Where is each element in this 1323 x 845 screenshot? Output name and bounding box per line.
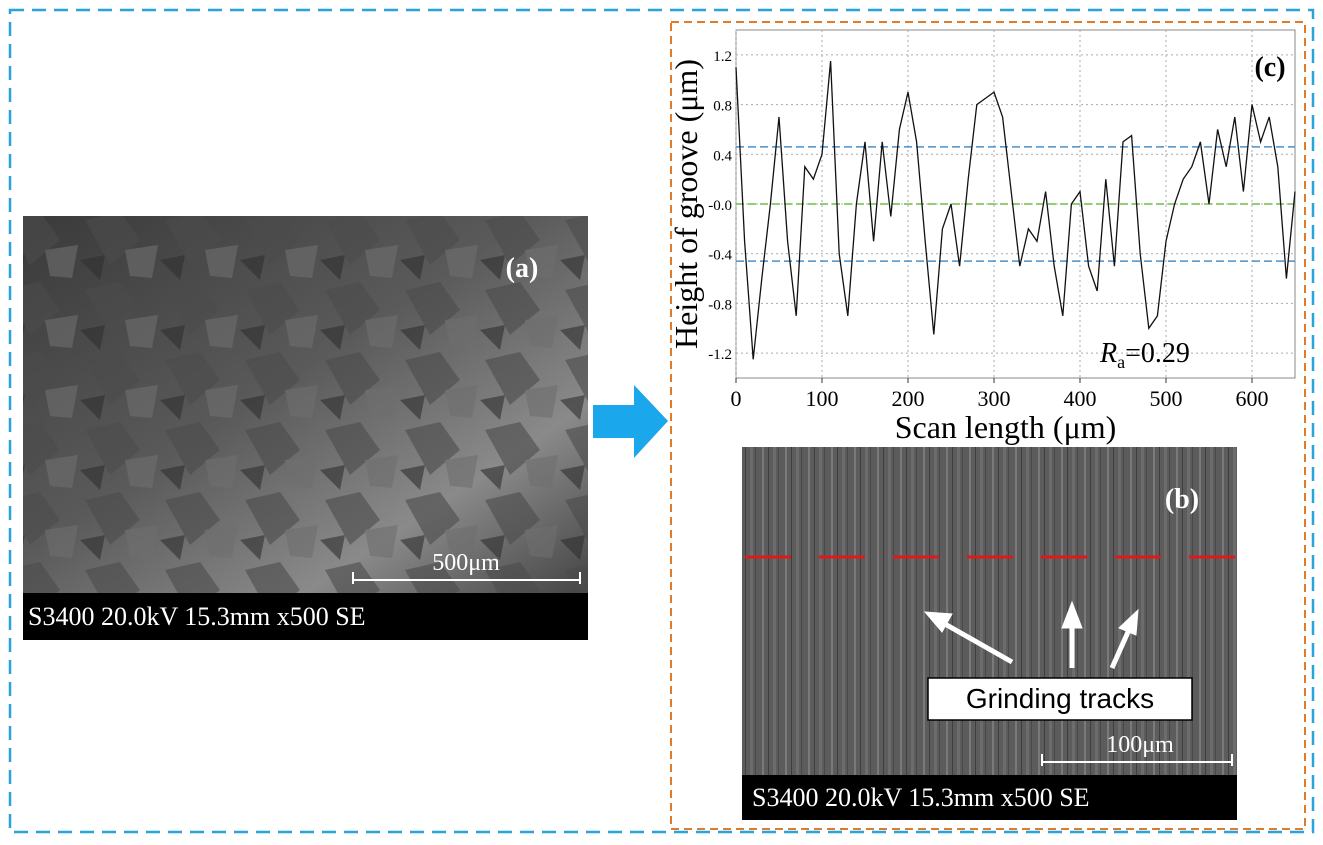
y-tick-label: -0.0 (708, 198, 732, 214)
y-tick-label: -1.2 (708, 347, 732, 363)
caption: S3400 20.0kV 15.3mm x500 SE (28, 602, 366, 631)
sem-image-b (742, 447, 1237, 775)
x-axis-label: Scan length (μm) (895, 409, 1117, 445)
ra-subscript: a (1117, 352, 1125, 372)
right-border (670, 21, 1306, 830)
x-tick-label: 300 (978, 386, 1011, 411)
panel-label: (b) (1165, 484, 1199, 515)
y-tick-label: -0.8 (708, 297, 732, 313)
caption: S3400 20.0kV 15.3mm x500 SE (752, 783, 1090, 812)
x-tick-label: 0 (731, 386, 742, 411)
y-axis-label: Height of groove (μm) (668, 59, 704, 349)
y-tick-label: -0.4 (708, 248, 732, 264)
x-tick-label: 500 (1150, 386, 1183, 411)
ra-value: =0.29 (1125, 338, 1190, 369)
y-tick-label: 0.4 (713, 148, 732, 164)
sem-texture (23, 216, 588, 593)
scale-bar-label: 100μm (1106, 732, 1174, 758)
caption-bar (742, 775, 1237, 820)
annotation-box (927, 677, 1193, 721)
annotation: Grinding tracks (966, 683, 1154, 714)
panel-label: (c) (1254, 52, 1285, 83)
ra-annotation: Ra=0.29 (1099, 338, 1190, 372)
x-tick-label: 100 (806, 386, 839, 411)
arrows (923, 600, 1139, 670)
panel-label: (a) (506, 253, 539, 284)
profile-line (735, 61, 1296, 360)
y-tick-label: 0.8 (713, 99, 732, 115)
x-tick-label: 200 (892, 386, 925, 411)
ra-symbol: R (1099, 338, 1117, 369)
arrow (593, 385, 668, 458)
x-tick-label: 600 (1236, 386, 1269, 411)
outer-border (8, 8, 1315, 834)
x-tick-label: 400 (1064, 386, 1097, 411)
scale-bar-label: 500μm (432, 550, 500, 576)
y-tick-label: 1.2 (713, 49, 732, 65)
caption-bar (23, 593, 588, 640)
chart: -1.2 -0.8 -0.4 -0.0 0.4 0.8 1.2 0 100 200 300 400 50… (668, 29, 1296, 445)
